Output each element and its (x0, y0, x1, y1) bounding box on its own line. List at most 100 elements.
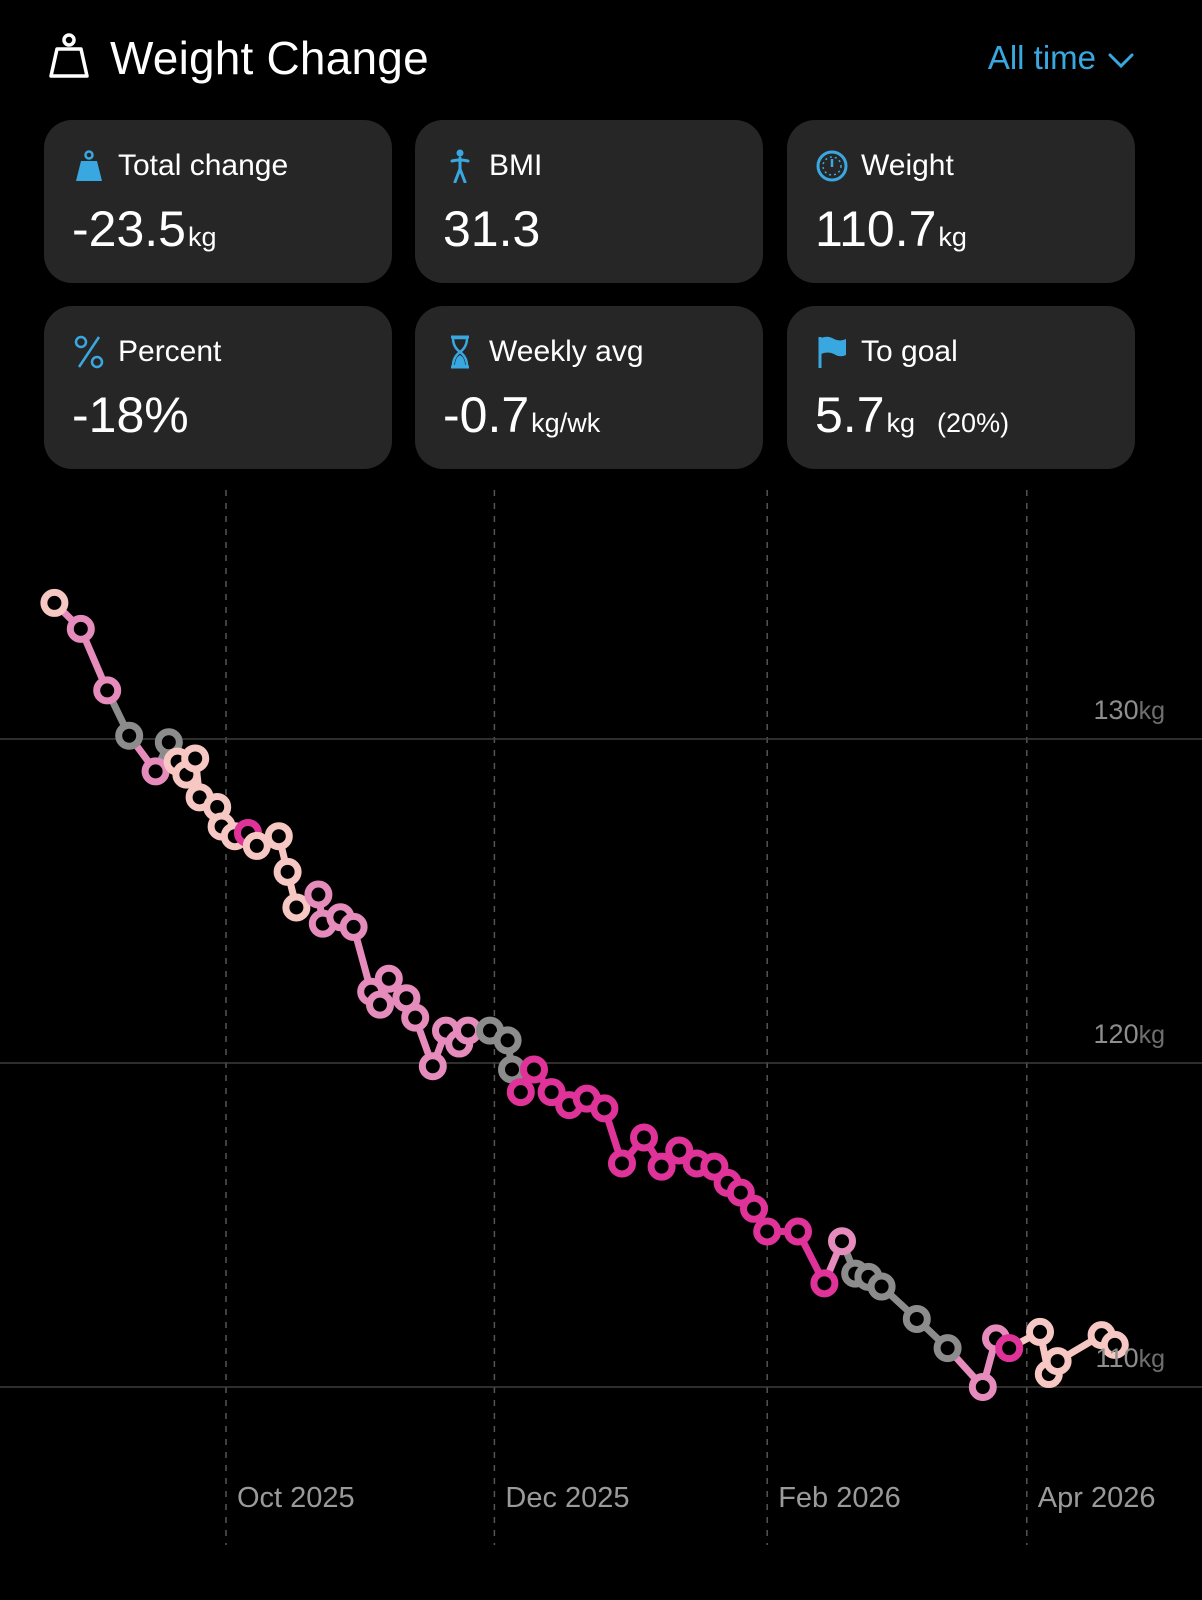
y-tick-label: 110kg (1096, 1343, 1165, 1374)
person-icon (443, 149, 477, 183)
weight-data-point[interactable] (40, 588, 69, 617)
stat-card-bmi[interactable]: BMI 31.3 (415, 120, 763, 283)
stat-unit: kg (187, 222, 217, 252)
stat-value-row: 110.7 kg (815, 200, 1135, 258)
stat-value: 110.7 (815, 201, 937, 257)
x-tick-label: Feb 2026 (778, 1482, 901, 1514)
stat-value: 5.7 (815, 387, 885, 443)
stat-unit: kg/wk (531, 408, 601, 438)
stat-label: Weight (861, 149, 954, 182)
weight-data-point[interactable] (273, 857, 302, 886)
stat-value: -0.7 (443, 387, 530, 443)
stat-value-row: 31.3 (443, 200, 763, 258)
stat-label: BMI (489, 149, 543, 182)
y-tick-value: 130 (1093, 695, 1139, 725)
weight-data-point[interactable] (115, 721, 144, 750)
hourglass-icon (443, 335, 477, 369)
y-tick-unit: kg (1138, 1345, 1165, 1373)
stat-label: Percent (118, 335, 222, 368)
weight-data-point[interactable] (665, 1136, 694, 1165)
weight-data-point[interactable] (784, 1217, 812, 1246)
weight-data-point[interactable] (995, 1334, 1024, 1363)
weight-data-point[interactable] (66, 614, 95, 643)
flag-icon (815, 335, 849, 369)
stat-card-weight[interactable]: Weight 110.7 kg (787, 120, 1135, 283)
weight-data-point[interactable] (282, 893, 311, 922)
weight-data-point[interactable] (590, 1094, 619, 1123)
stat-unit: kg (938, 222, 967, 252)
weight-data-point[interactable] (520, 1055, 548, 1084)
weight-data-point[interactable] (1100, 1330, 1129, 1359)
stat-card-weekly-avg[interactable]: Weekly avg -0.7 kg/wk (415, 306, 763, 469)
y-tick-unit: kg (1138, 697, 1165, 725)
weight-data-point[interactable] (740, 1194, 768, 1223)
weight-data-point[interactable] (374, 964, 403, 993)
weight-data-point[interactable] (753, 1217, 782, 1246)
stat-value-row: -18% (72, 386, 392, 444)
weight-data-point[interactable] (867, 1272, 896, 1301)
time-range-dropdown[interactable]: All time (988, 39, 1134, 77)
weight-data-point[interactable] (1043, 1347, 1072, 1376)
weight-icon (48, 32, 90, 84)
weight-data-point[interactable] (493, 1026, 522, 1055)
weight-data-point[interactable] (93, 676, 122, 705)
weight-data-point[interactable] (242, 831, 271, 860)
weight-data-point[interactable] (141, 757, 170, 786)
x-tick-label: Apr 2026 (1037, 1482, 1156, 1514)
weight-data-point[interactable] (630, 1123, 658, 1152)
title-group: Weight Change (48, 31, 429, 85)
weight-data-point[interactable] (181, 744, 210, 773)
stat-value: -23.5 (72, 201, 186, 257)
weight-data-point[interactable] (902, 1304, 931, 1333)
weight-data-point[interactable] (608, 1149, 636, 1178)
stat-card-percent[interactable]: Percent -18% (44, 306, 392, 469)
scale-dial-icon (815, 149, 849, 183)
weight-data-point[interactable] (366, 990, 394, 1019)
weight-data-point[interactable] (933, 1334, 962, 1363)
weight-data-point[interactable] (1026, 1317, 1054, 1346)
weight-data-point[interactable] (418, 1052, 447, 1081)
weight-data-point[interactable] (304, 880, 333, 909)
stat-label-row: To goal (815, 332, 1135, 372)
weight-data-point[interactable] (810, 1269, 839, 1298)
stat-label: Total change (118, 149, 289, 182)
stat-extra: (20%) (937, 408, 1010, 438)
stat-card-to-goal[interactable]: To goal 5.7 kg (20%) (787, 306, 1135, 469)
y-tick-value: 120 (1093, 1019, 1139, 1049)
weight-data-point[interactable] (498, 1055, 526, 1084)
weight-data-point[interactable] (401, 1003, 430, 1032)
stat-value: 31.3 (443, 201, 541, 257)
x-tick-label: Oct 2025 (237, 1482, 355, 1514)
stat-value-row: -0.7 kg/wk (443, 386, 763, 444)
y-tick-value: 110 (1095, 1343, 1139, 1373)
weight-data-point[interactable] (264, 822, 293, 851)
stat-label-row: BMI (443, 146, 763, 186)
stat-label: Weekly avg (489, 335, 644, 368)
weight-data-point[interactable] (339, 912, 368, 941)
weight-data-point[interactable] (647, 1152, 676, 1181)
y-tick-unit: kg (1138, 1021, 1165, 1049)
stat-label-row: Total change (72, 146, 392, 186)
weight-data-point[interactable] (506, 1078, 535, 1107)
stat-card-total-change[interactable]: Total change -23.5 kg (44, 120, 392, 283)
percent-icon (72, 335, 106, 369)
stat-label-row: Percent (72, 332, 392, 372)
weight-data-point[interactable] (828, 1227, 856, 1256)
stat-label: To goal (861, 335, 958, 368)
y-tick-label: 120kg (1094, 1019, 1165, 1050)
weight-data-point[interactable] (968, 1373, 997, 1401)
weight-chart (0, 490, 1202, 1545)
stat-value: -18% (72, 387, 189, 443)
time-range-label: All time (987, 39, 1096, 76)
stat-value-row: 5.7 kg (20%) (815, 386, 1135, 444)
stat-label-row: Weekly avg (443, 332, 763, 372)
x-tick-label: Dec 2025 (505, 1482, 630, 1514)
stat-label-row: Weight (815, 146, 1135, 186)
weight-data-point[interactable] (537, 1078, 566, 1107)
stat-value-row: -23.5 kg (72, 200, 392, 258)
header: Weight Change All time (48, 28, 1134, 88)
weight-data-point[interactable] (454, 1016, 482, 1045)
page-title: Weight Change (110, 32, 429, 84)
weight-icon (72, 149, 106, 183)
chevron-down-icon (1108, 39, 1134, 77)
